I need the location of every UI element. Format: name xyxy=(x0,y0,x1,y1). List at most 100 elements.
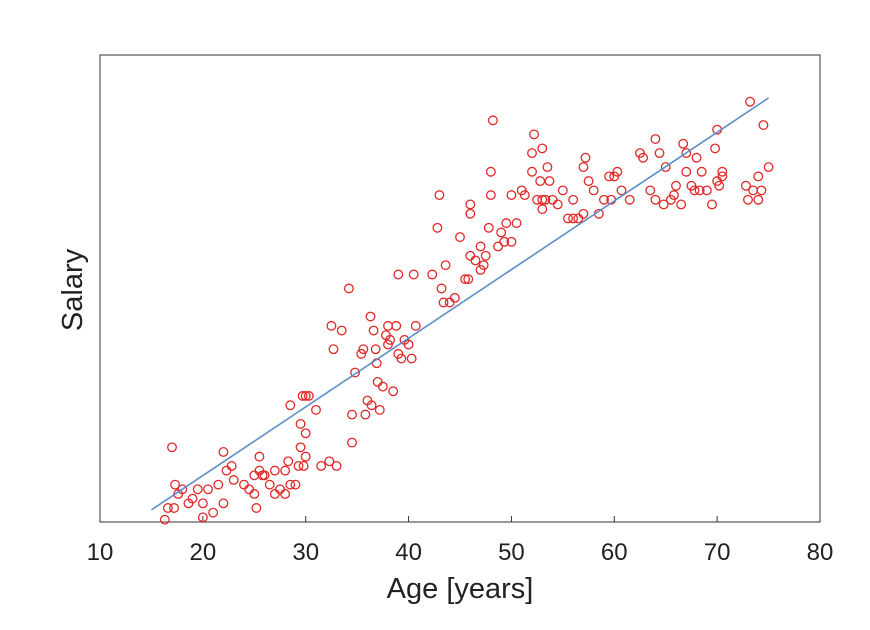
point xyxy=(331,461,342,471)
point xyxy=(396,353,407,364)
point xyxy=(427,269,438,280)
point xyxy=(372,376,383,387)
point xyxy=(753,171,764,182)
point xyxy=(251,503,262,513)
point xyxy=(434,190,445,201)
point xyxy=(714,180,725,191)
point xyxy=(303,390,314,401)
point xyxy=(678,138,689,149)
point xyxy=(578,208,589,219)
point xyxy=(535,176,546,187)
point xyxy=(226,461,237,471)
point xyxy=(463,274,474,285)
point xyxy=(249,470,260,481)
point xyxy=(187,493,198,504)
point xyxy=(275,484,285,495)
point xyxy=(537,204,548,215)
point xyxy=(487,115,498,126)
point xyxy=(385,334,396,345)
point xyxy=(436,283,447,294)
point xyxy=(197,512,208,523)
point xyxy=(290,479,301,490)
point xyxy=(298,461,309,471)
point xyxy=(239,479,249,490)
point xyxy=(756,185,767,196)
point xyxy=(350,367,361,378)
point xyxy=(660,162,671,173)
point xyxy=(297,390,308,401)
point xyxy=(259,470,270,481)
point xyxy=(366,400,377,411)
point xyxy=(563,213,573,224)
plot-frame xyxy=(99,54,821,523)
point xyxy=(650,134,661,145)
point xyxy=(689,185,700,196)
point xyxy=(300,451,311,462)
point xyxy=(280,489,291,499)
point xyxy=(283,456,294,467)
x-tick-label: 30 xyxy=(292,539,319,566)
point xyxy=(580,152,591,163)
point xyxy=(599,194,609,205)
point xyxy=(408,269,419,280)
point xyxy=(676,199,687,210)
point xyxy=(654,148,665,159)
point xyxy=(527,166,537,177)
point xyxy=(343,283,354,294)
point xyxy=(213,479,224,490)
point xyxy=(557,185,568,196)
point xyxy=(748,185,759,196)
point xyxy=(540,194,551,205)
point xyxy=(638,152,649,163)
point xyxy=(519,190,530,201)
point xyxy=(293,461,304,471)
point xyxy=(192,484,203,495)
point xyxy=(300,428,311,439)
point xyxy=(169,503,180,513)
x-tick-label: 10 xyxy=(87,539,114,566)
point xyxy=(568,194,579,205)
point xyxy=(280,465,291,476)
point xyxy=(658,199,669,210)
point xyxy=(496,227,507,238)
point xyxy=(269,489,280,499)
point xyxy=(717,171,728,182)
fit-line xyxy=(150,97,770,511)
point xyxy=(269,465,280,476)
point xyxy=(740,180,751,191)
point xyxy=(483,222,494,233)
point xyxy=(612,166,623,177)
point xyxy=(410,320,421,331)
y-axis-label: Salary xyxy=(57,248,89,331)
point xyxy=(475,241,486,252)
x-tick-label: 40 xyxy=(395,539,422,566)
point xyxy=(316,461,327,471)
point xyxy=(285,400,296,411)
point xyxy=(218,447,229,457)
point xyxy=(691,152,702,163)
point xyxy=(285,479,296,490)
x-tick-label: 20 xyxy=(190,539,217,566)
point xyxy=(542,162,553,173)
point xyxy=(694,185,705,196)
point xyxy=(645,185,656,196)
point xyxy=(460,274,471,285)
point xyxy=(365,311,376,322)
point xyxy=(701,185,712,196)
point xyxy=(254,451,265,462)
point xyxy=(696,166,707,177)
point xyxy=(347,409,357,420)
point xyxy=(388,386,399,397)
point xyxy=(465,208,476,219)
point xyxy=(159,514,170,525)
point xyxy=(336,325,347,336)
point xyxy=(506,236,517,247)
point xyxy=(377,381,388,392)
point xyxy=(440,260,451,271)
point xyxy=(681,148,692,159)
point xyxy=(493,241,504,252)
point xyxy=(578,162,589,173)
point xyxy=(403,339,414,350)
point xyxy=(374,404,385,415)
